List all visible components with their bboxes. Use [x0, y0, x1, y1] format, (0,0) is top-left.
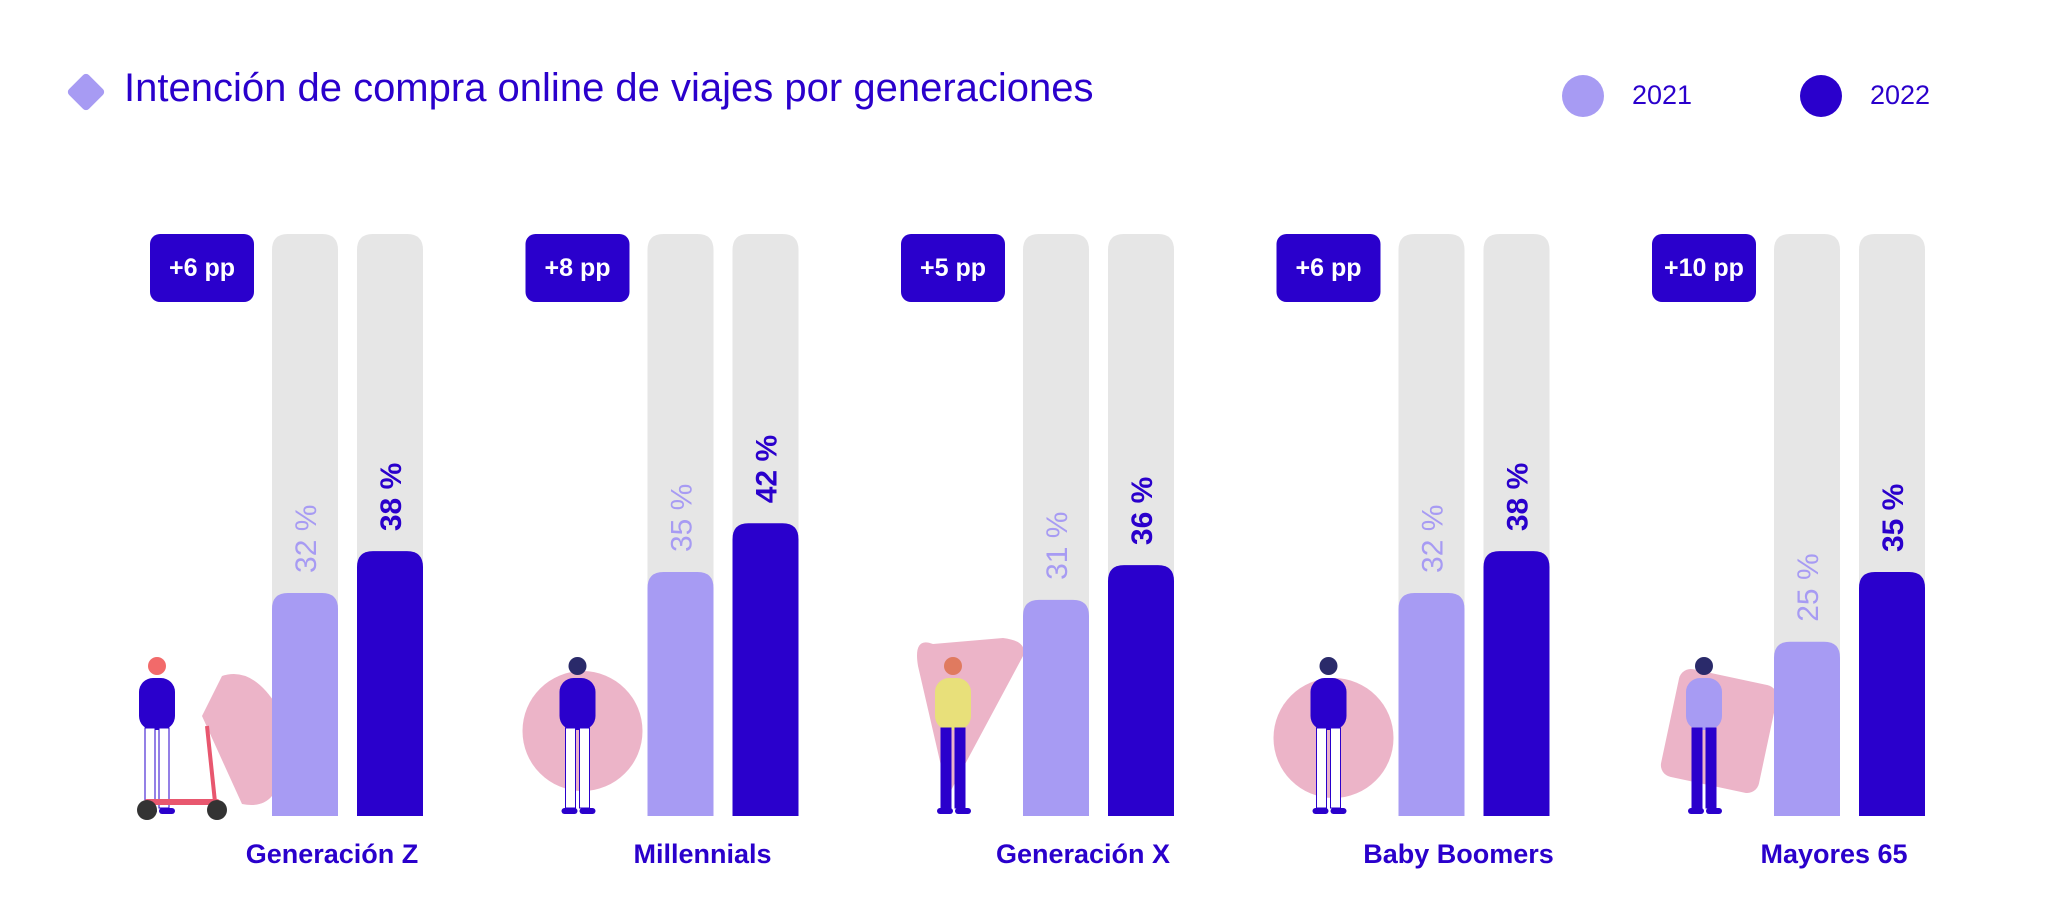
category-label: Millennials — [633, 839, 771, 869]
bar-2022 — [1859, 572, 1925, 816]
person-body — [559, 678, 596, 730]
category-label: Baby Boomers — [1363, 839, 1554, 869]
person-leg — [579, 727, 590, 809]
person-body — [1310, 678, 1347, 730]
bar-group: 32 % 38 % +6 pp Generación Z — [137, 234, 423, 869]
value-label-2022: 36 % — [1126, 477, 1159, 545]
person-leg — [565, 727, 576, 809]
value-label-2022: 35 % — [1877, 484, 1910, 552]
value-label-2021: 25 % — [1792, 553, 1825, 621]
difference-badge-label: +6 pp — [1296, 254, 1362, 282]
person-leg — [1691, 727, 1703, 809]
person-shoe — [159, 808, 175, 814]
person-head — [1695, 657, 1713, 675]
person-head — [568, 657, 587, 675]
bar-2022 — [1483, 551, 1550, 816]
bar-2021 — [1023, 599, 1089, 816]
scooter-wheel — [207, 800, 227, 820]
difference-badge — [525, 234, 630, 302]
person-leg — [144, 727, 156, 809]
value-label-2022: 42 % — [751, 435, 784, 503]
bar-2021 — [272, 592, 338, 816]
person-head — [148, 657, 166, 675]
difference-badge-label: +6 pp — [169, 254, 235, 282]
category-label: Generación Z — [246, 839, 419, 869]
person-head — [1319, 657, 1338, 675]
value-label-2021: 35 % — [666, 484, 699, 552]
difference-badge-label: +10 pp — [1664, 254, 1744, 282]
bar-2021 — [1774, 641, 1840, 816]
bar-2022 — [357, 551, 423, 816]
bar-2022 — [1108, 565, 1174, 816]
person-body — [1686, 678, 1722, 730]
value-label-2021: 32 % — [290, 505, 323, 573]
difference-badge — [901, 234, 1005, 302]
person-shoe — [579, 808, 596, 814]
legend-dot-2022 — [1800, 75, 1842, 117]
person-leg — [1330, 727, 1341, 809]
chart-title: Intención de compra online de viajes por… — [124, 66, 1094, 110]
category-label: Mayores 65 — [1760, 839, 1907, 869]
person-shoe — [1688, 808, 1704, 814]
value-label-2021: 32 % — [1417, 505, 1450, 573]
person-shoe — [561, 808, 578, 814]
person-head — [944, 657, 962, 675]
bar-2022 — [732, 523, 799, 816]
person-shoe — [955, 808, 971, 814]
difference-badge-label: +5 pp — [920, 254, 986, 282]
scooter-stem — [205, 725, 217, 803]
person-leg — [940, 727, 952, 809]
bar-group: 31 % 36 % +5 pp Generación X — [901, 234, 1174, 869]
value-label-2022: 38 % — [1502, 463, 1535, 531]
person-body — [139, 678, 175, 730]
legend-label-2021: 2021 — [1632, 80, 1693, 110]
value-label-2021: 31 % — [1041, 512, 1074, 580]
person-shoe — [1330, 808, 1347, 814]
bar-2021 — [647, 572, 714, 816]
difference-badge — [1652, 234, 1756, 302]
value-label-2022: 38 % — [375, 463, 408, 531]
category-label: Generación X — [996, 839, 1170, 869]
legend-label-2022: 2022 — [1870, 80, 1931, 110]
person-leg — [158, 727, 170, 809]
person-shoe — [1312, 808, 1329, 814]
person-leg — [954, 727, 966, 809]
person-shoe — [937, 808, 953, 814]
illustration-shape — [202, 674, 277, 805]
bar-group: 35 % 42 % +8 pp Millennials — [522, 234, 799, 869]
bar-group: 25 % 35 % +10 pp Mayores 65 — [1652, 234, 1925, 869]
person-leg — [1316, 727, 1327, 809]
difference-badge — [1276, 234, 1381, 302]
person-body — [935, 678, 971, 730]
person-shoe — [1706, 808, 1722, 814]
difference-badge-label: +8 pp — [545, 254, 611, 282]
person-leg — [1705, 727, 1717, 809]
difference-badge — [150, 234, 254, 302]
legend-dot-2021 — [1562, 75, 1604, 117]
scooter-wheel — [137, 800, 157, 820]
bar-2021 — [1398, 592, 1465, 816]
bar-group: 32 % 38 % +6 pp Baby Boomers — [1273, 234, 1554, 869]
